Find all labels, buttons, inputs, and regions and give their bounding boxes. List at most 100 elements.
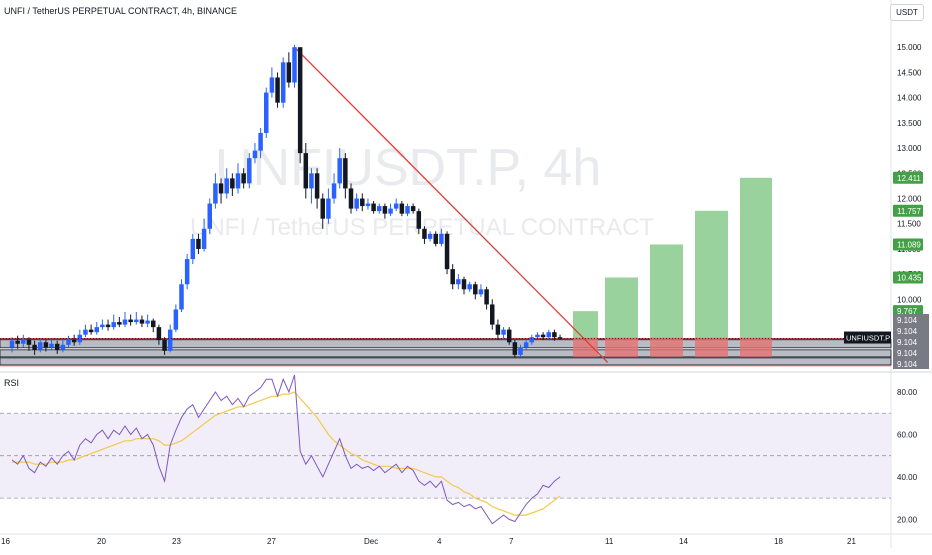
candle-body	[360, 198, 365, 207]
target-price-label: 12.411	[897, 174, 921, 183]
candle-body	[167, 329, 173, 351]
candle-body	[484, 289, 489, 305]
candle-body	[422, 228, 427, 239]
candle-body	[111, 322, 116, 328]
candle-body	[241, 173, 246, 184]
time-tick-label: 16	[1, 537, 10, 546]
candle-body	[128, 319, 133, 323]
target-price-tag	[893, 271, 923, 284]
target-bar	[650, 244, 683, 338]
candle-body	[184, 259, 190, 285]
candle-body	[365, 203, 371, 207]
candle-body	[348, 188, 354, 209]
time-tick-label: 18	[774, 537, 783, 546]
time-tick-label: 11	[605, 537, 614, 546]
candle-body	[43, 342, 49, 348]
target-price-label: 11.757	[897, 207, 921, 216]
candle-body	[529, 337, 535, 343]
target-bar	[573, 311, 598, 338]
candle-body	[326, 198, 331, 219]
candle-body	[501, 329, 506, 335]
time-tick-label: 21	[847, 537, 856, 546]
price-tick-label: 14.000	[897, 94, 922, 103]
target-price-label: 10.435	[897, 273, 922, 282]
candle-body	[467, 284, 472, 290]
candle-body	[71, 339, 77, 343]
candle-body	[433, 233, 438, 244]
candle-body	[337, 158, 342, 184]
candle-body	[478, 289, 484, 295]
target-bar	[695, 210, 728, 338]
support-zone	[0, 349, 892, 358]
price-tick-label: 13.500	[897, 119, 922, 128]
price-tick-label: 15.000	[897, 43, 922, 52]
currency-button[interactable]: USDT	[890, 4, 924, 21]
candle-body	[416, 211, 422, 229]
candle-body	[151, 320, 156, 328]
candle-body	[292, 47, 297, 83]
candle-body	[331, 183, 337, 199]
rsi-title: RSI	[4, 378, 20, 388]
candle-body	[309, 173, 314, 189]
candle-body	[456, 279, 461, 285]
chart-title: UNFI / TetherUS PERPETUAL CONTRACT, 4h, …	[4, 6, 238, 16]
symbol-tag	[844, 331, 891, 344]
time-tick-label: 7	[509, 537, 514, 546]
candle-body	[286, 62, 292, 83]
level-price-tag	[893, 314, 929, 325]
candle-body	[196, 238, 201, 249]
level-price-tag	[893, 358, 929, 369]
target-price-tag	[893, 204, 923, 217]
candle-body	[162, 339, 167, 351]
candle-body	[280, 62, 286, 103]
candle-body	[60, 344, 66, 350]
candle-body	[224, 178, 229, 194]
candle-body	[540, 334, 546, 338]
candle-body	[269, 77, 275, 93]
candle-body	[218, 183, 224, 194]
candle-body	[297, 47, 303, 154]
candle-body	[201, 228, 207, 249]
candle-body	[26, 339, 32, 345]
candle-body	[506, 329, 512, 343]
candle-body	[88, 329, 94, 333]
candle-body	[258, 132, 263, 151]
candle-body	[83, 329, 88, 335]
rsi-tick-label: 20.00	[897, 515, 918, 524]
rsi-tick-label: 80.00	[897, 388, 918, 397]
stop-bar	[605, 337, 638, 357]
candle-body	[145, 320, 150, 324]
target-price-tag	[893, 238, 923, 251]
candle-body	[264, 92, 269, 133]
candle-body	[535, 334, 540, 338]
candle-body	[495, 324, 501, 335]
time-tick-label: 4	[437, 537, 442, 546]
candle-body	[173, 309, 179, 330]
price-tick-label: 11.500	[897, 220, 921, 229]
time-tick-label: Dec	[364, 537, 378, 546]
support-zone	[0, 339, 892, 349]
candle-body	[105, 324, 111, 328]
candle-body	[275, 77, 280, 103]
candle-body	[490, 304, 495, 325]
time-tick-label: 27	[267, 537, 276, 546]
target-bar	[605, 277, 638, 338]
candle-body	[439, 233, 444, 244]
stop-bar	[695, 337, 728, 357]
level-price-label: 9.104	[897, 327, 918, 336]
level-price-tag	[893, 336, 929, 347]
rsi-line	[11, 374, 561, 525]
candle-body	[444, 233, 450, 270]
candle-body	[32, 344, 37, 350]
candle-body	[66, 339, 71, 345]
candle-body	[122, 319, 128, 325]
candle-body	[94, 327, 99, 333]
candle-body	[100, 324, 105, 328]
level-price-tag	[893, 347, 929, 358]
time-tick-label: 20	[97, 537, 106, 546]
candle-body	[9, 340, 15, 348]
candle-body	[546, 332, 551, 338]
candle-body	[190, 238, 196, 260]
